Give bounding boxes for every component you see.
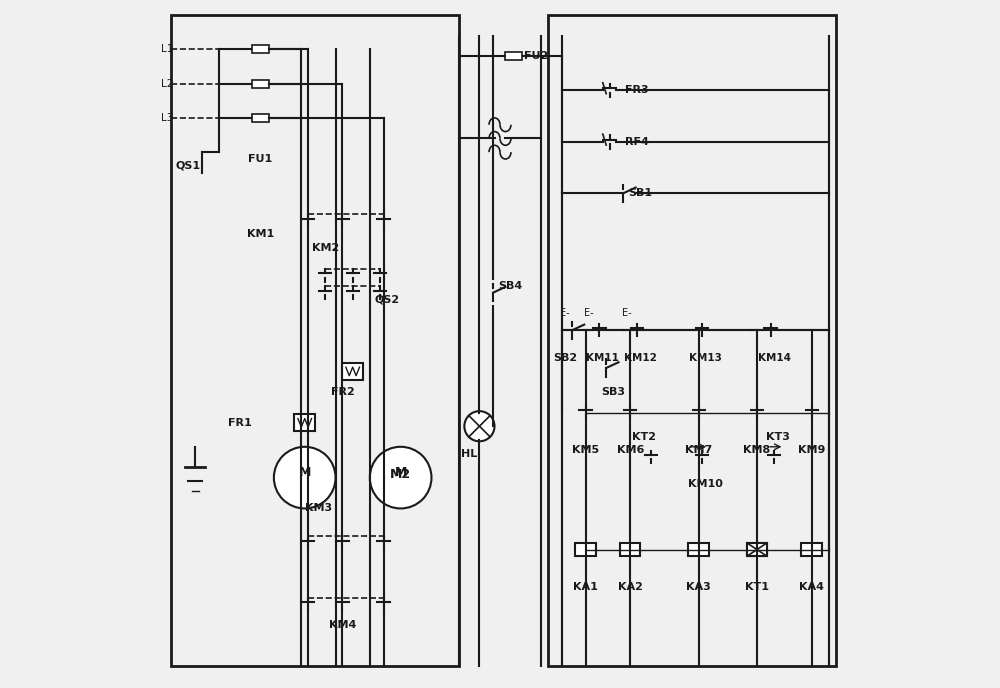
Bar [505,52,522,61]
Text: KM9: KM9 [798,445,825,455]
Text: KA1: KA1 [573,582,598,592]
Text: SB1: SB1 [628,189,653,198]
Bar [252,80,269,88]
Circle shape [274,447,336,508]
Bar [575,544,596,556]
Text: FU1: FU1 [248,154,272,164]
Text: KM5: KM5 [572,445,599,455]
Text: KT3: KT3 [766,431,789,442]
Text: M: M [394,466,407,479]
Bar [171,15,459,666]
Text: FU2: FU2 [524,51,548,61]
Text: KM7: KM7 [685,445,712,455]
Text: KT2: KT2 [632,431,656,442]
Bar [294,414,315,431]
Bar [252,45,269,54]
Text: KA2: KA2 [618,582,643,592]
Text: QS1: QS1 [176,161,201,171]
Text: FR2: FR2 [331,387,354,397]
Text: E-: E- [560,308,570,318]
Bar [548,15,836,666]
Text: KT1: KT1 [745,582,769,592]
Text: KM6: KM6 [617,445,644,455]
Text: SB2: SB2 [553,353,577,363]
Text: KM12: KM12 [624,353,657,363]
Circle shape [370,447,431,508]
Text: KM14: KM14 [758,353,791,363]
Text: E-: E- [622,308,632,318]
Bar [688,544,709,556]
Bar [747,544,767,556]
Text: KM11: KM11 [586,353,619,363]
Text: KM3: KM3 [305,504,332,513]
Text: KA4: KA4 [799,582,824,592]
Text: QS2: QS2 [374,294,400,305]
Text: M: M [299,466,311,479]
Text: HL: HL [461,449,477,459]
Text: KM13: KM13 [689,353,722,363]
Text: KM2: KM2 [312,243,339,253]
Text: KM1: KM1 [247,229,274,239]
Text: KM4: KM4 [329,620,356,630]
Text: KM10: KM10 [688,480,723,489]
Bar [747,544,767,556]
Bar [801,544,822,556]
Text: FR1: FR1 [228,418,251,428]
Text: KM8: KM8 [743,445,771,455]
Text: L2: L2 [161,78,173,89]
Text: L3: L3 [161,113,173,123]
Text: M2: M2 [390,468,411,481]
Text: KA3: KA3 [686,582,711,592]
Text: SB4: SB4 [498,281,522,291]
Bar [620,544,640,556]
Text: RF4: RF4 [625,137,649,147]
Bar [342,363,363,380]
Text: SB3: SB3 [601,387,625,397]
Text: L1: L1 [161,44,173,54]
Bar [252,114,269,122]
Circle shape [464,411,495,441]
Text: FR3: FR3 [625,85,649,96]
Text: E-: E- [584,308,594,318]
